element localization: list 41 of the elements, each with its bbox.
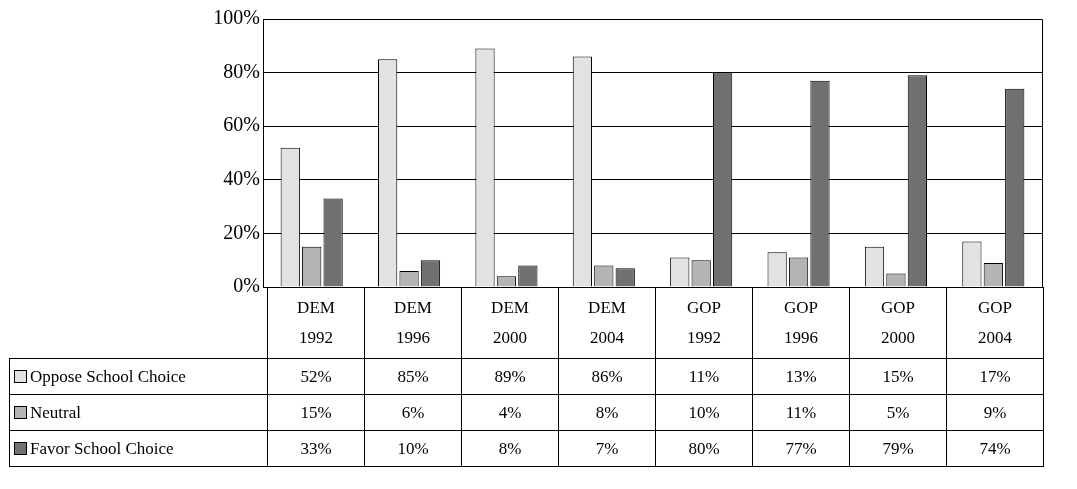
data-label: 10% bbox=[364, 430, 462, 467]
x-tick-label: GOP 1992 bbox=[655, 287, 753, 359]
data-label: 89% bbox=[461, 358, 559, 395]
data-label: 80% bbox=[655, 430, 753, 467]
x-tick-label: DEM 1996 bbox=[364, 287, 462, 359]
legend-label: Neutral bbox=[9, 394, 268, 431]
data-label: 85% bbox=[364, 358, 462, 395]
data-label: 15% bbox=[849, 358, 947, 395]
data-label: 5% bbox=[849, 394, 947, 431]
data-label: 13% bbox=[752, 358, 850, 395]
y-tick-label: 20% bbox=[223, 220, 260, 243]
data-label: 33% bbox=[267, 430, 365, 467]
data-label: 15% bbox=[267, 394, 365, 431]
x-tick-label: DEM 2004 bbox=[558, 287, 656, 359]
y-tick-label: 0% bbox=[233, 274, 260, 297]
y-tick-label: 100% bbox=[213, 6, 260, 29]
data-label: 10% bbox=[655, 394, 753, 431]
y-tick-label: 40% bbox=[223, 167, 260, 190]
data-label: 11% bbox=[752, 394, 850, 431]
data-label: 7% bbox=[558, 430, 656, 467]
data-label: 11% bbox=[655, 358, 753, 395]
data-label: 8% bbox=[558, 394, 656, 431]
data-label: 86% bbox=[558, 358, 656, 395]
x-tick-label: DEM 1992 bbox=[267, 287, 365, 359]
legend-label: Oppose School Choice bbox=[9, 358, 268, 395]
legend-label: Favor School Choice bbox=[9, 430, 268, 467]
data-label: 4% bbox=[461, 394, 559, 431]
data-label: 52% bbox=[267, 358, 365, 395]
data-label: 77% bbox=[752, 430, 850, 467]
data-label: 6% bbox=[364, 394, 462, 431]
x-tick-label: GOP 2004 bbox=[946, 287, 1044, 359]
x-tick-label: GOP 2000 bbox=[849, 287, 947, 359]
y-tick-label: 60% bbox=[223, 113, 260, 136]
y-tick-label: 80% bbox=[223, 59, 260, 82]
x-tick-label: GOP 1996 bbox=[752, 287, 850, 359]
x-tick-label: DEM 2000 bbox=[461, 287, 559, 359]
data-label: 79% bbox=[849, 430, 947, 467]
data-label: 17% bbox=[946, 358, 1044, 395]
data-label: 8% bbox=[461, 430, 559, 467]
data-label: 74% bbox=[946, 430, 1044, 467]
data-label: 9% bbox=[946, 394, 1044, 431]
